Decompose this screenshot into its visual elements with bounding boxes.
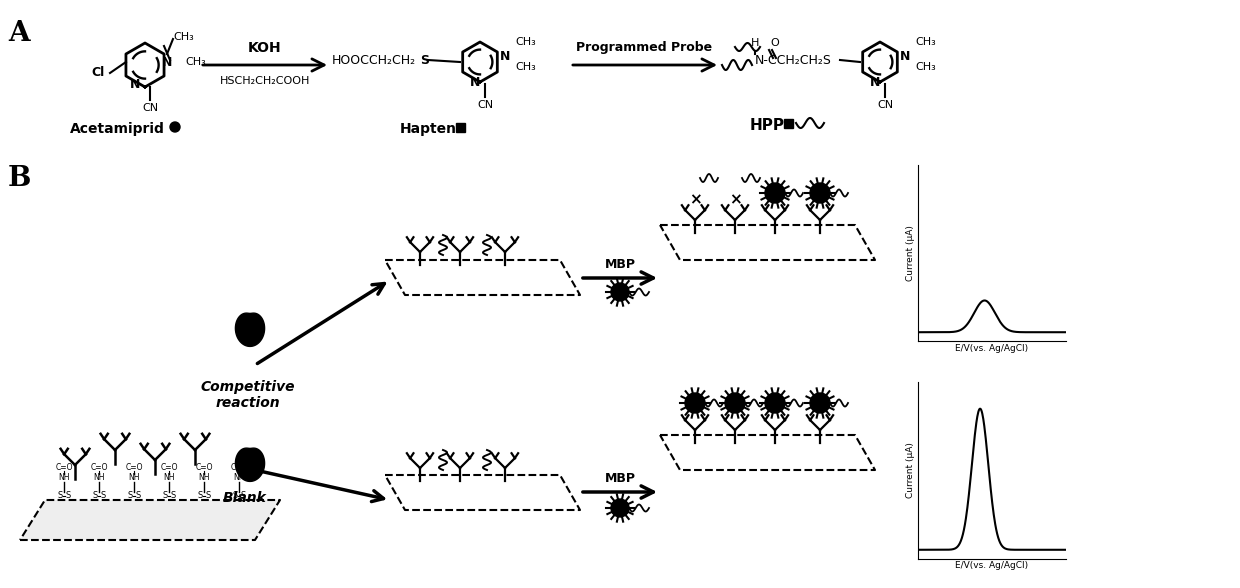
Text: NH: NH: [93, 473, 104, 483]
Circle shape: [611, 499, 629, 517]
Y-axis label: Current (μA): Current (μA): [906, 225, 915, 281]
Polygon shape: [236, 313, 264, 346]
Text: S: S: [135, 492, 140, 500]
Text: C=O: C=O: [195, 463, 213, 473]
Text: S: S: [100, 492, 105, 500]
Circle shape: [765, 393, 785, 413]
Text: S: S: [66, 492, 71, 500]
Text: O: O: [770, 38, 780, 48]
Text: C=O: C=O: [125, 463, 143, 473]
Text: ×: ×: [729, 192, 742, 208]
Text: CN: CN: [477, 100, 494, 110]
Circle shape: [810, 183, 830, 203]
Text: H: H: [750, 38, 759, 48]
Text: Blank: Blank: [223, 491, 267, 505]
Text: CH₃: CH₃: [185, 57, 206, 67]
Text: C=O: C=O: [56, 463, 73, 473]
Text: B: B: [7, 165, 31, 192]
Circle shape: [725, 393, 745, 413]
Text: S: S: [57, 492, 63, 500]
Text: Acetamiprid: Acetamiprid: [69, 122, 165, 136]
Text: Programmed Probe: Programmed Probe: [575, 41, 712, 54]
Text: C=O: C=O: [91, 463, 108, 473]
Text: N: N: [161, 55, 172, 68]
Text: C=O: C=O: [160, 463, 177, 473]
Text: N: N: [869, 75, 880, 89]
Polygon shape: [20, 500, 280, 540]
Y-axis label: Current (μA): Current (μA): [906, 442, 915, 499]
Polygon shape: [236, 448, 264, 482]
Text: MBP: MBP: [605, 259, 635, 272]
Text: NH: NH: [58, 473, 69, 483]
Text: CH₃: CH₃: [174, 32, 193, 42]
Text: N: N: [900, 51, 910, 64]
X-axis label: E/V(vs. Ag/AgCl): E/V(vs. Ag/AgCl): [956, 562, 1028, 570]
Text: S: S: [206, 492, 211, 500]
Text: NH: NH: [128, 473, 140, 483]
Text: Competitive
reaction: Competitive reaction: [201, 380, 295, 410]
Text: HSCH₂CH₂COOH: HSCH₂CH₂COOH: [219, 76, 310, 86]
Circle shape: [810, 393, 830, 413]
Text: S: S: [162, 492, 167, 500]
Text: CH₃: CH₃: [915, 37, 936, 47]
Text: NH: NH: [198, 473, 210, 483]
Bar: [455, 122, 465, 132]
Circle shape: [611, 283, 629, 301]
Bar: [784, 119, 792, 128]
Text: Hapten: Hapten: [401, 122, 458, 136]
Text: C=O: C=O: [231, 463, 248, 473]
Circle shape: [684, 393, 706, 413]
Text: KOH: KOH: [248, 41, 281, 55]
Text: S: S: [232, 492, 238, 500]
Circle shape: [765, 183, 785, 203]
Text: S: S: [241, 492, 246, 500]
Text: CH₃: CH₃: [515, 62, 536, 72]
Text: CH₃: CH₃: [515, 37, 536, 47]
Text: S: S: [170, 492, 176, 500]
Text: ×: ×: [688, 192, 702, 208]
Text: S: S: [420, 54, 429, 66]
X-axis label: E/V(vs. Ag/AgCl): E/V(vs. Ag/AgCl): [956, 344, 1028, 353]
Text: NH: NH: [164, 473, 175, 483]
Text: HPP: HPP: [750, 118, 785, 133]
Text: CN: CN: [141, 103, 157, 113]
Text: N: N: [470, 75, 480, 89]
Text: S: S: [197, 492, 202, 500]
Text: CH₃: CH₃: [915, 62, 936, 72]
Text: MBP: MBP: [605, 473, 635, 486]
Circle shape: [170, 122, 180, 132]
Text: A: A: [7, 20, 30, 47]
Text: Cl: Cl: [92, 66, 105, 79]
Text: S: S: [92, 492, 98, 500]
Text: N-CCH₂CH₂S: N-CCH₂CH₂S: [755, 54, 832, 66]
Text: HOOCCH₂CH₂: HOOCCH₂CH₂: [332, 54, 417, 66]
Text: N: N: [130, 79, 140, 92]
Text: S: S: [128, 492, 133, 500]
Text: N: N: [500, 51, 510, 64]
Text: NH: NH: [233, 473, 244, 483]
Text: CN: CN: [877, 100, 893, 110]
